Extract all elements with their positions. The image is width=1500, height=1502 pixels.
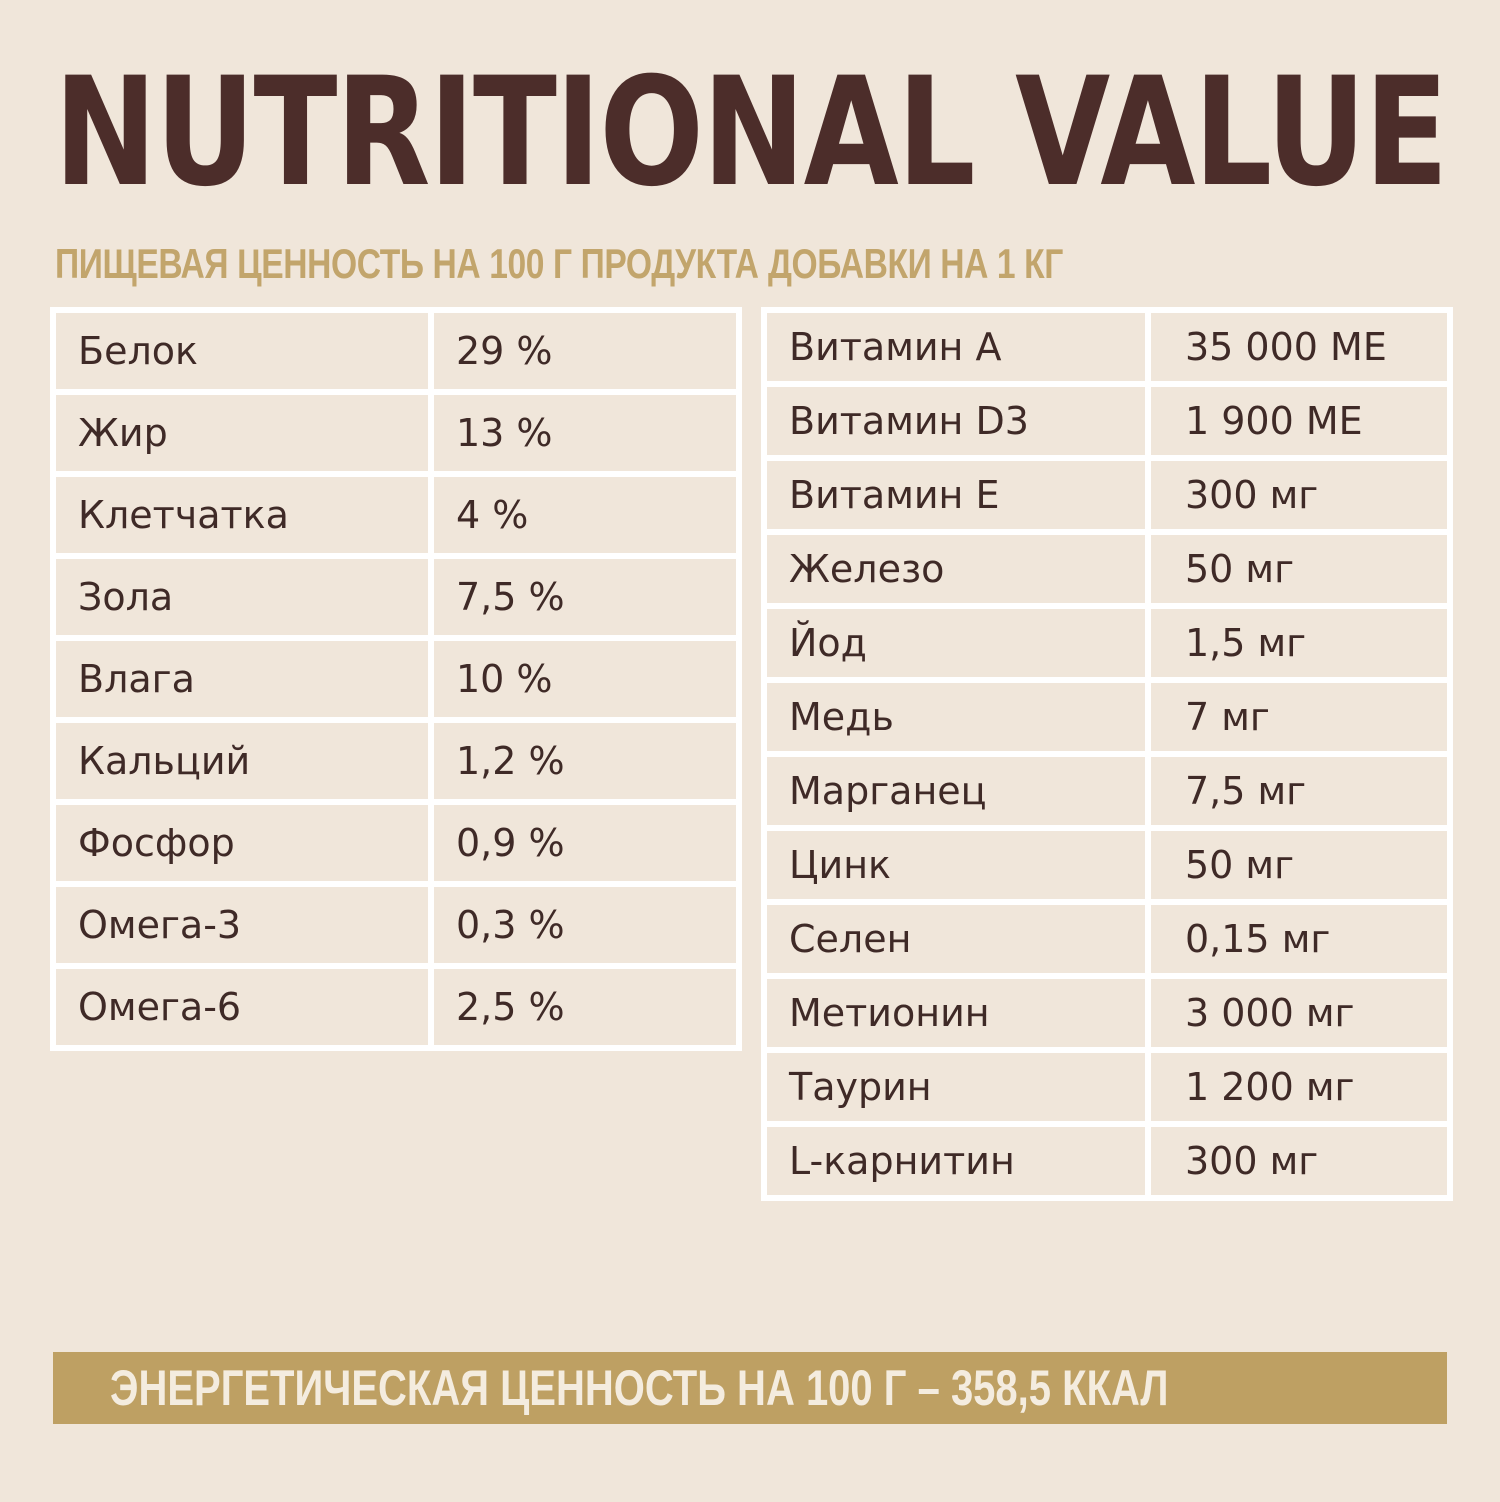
- additive-value: 300 мг: [1145, 455, 1453, 535]
- nutrition-table: Белок 29 % Жир 13 % Клетчатка 4 % Зола 7…: [50, 307, 742, 1051]
- table-row: Жир 13 %: [50, 389, 742, 477]
- additive-name: Витамин Е: [761, 455, 1151, 535]
- additive-value: 7,5 мг: [1145, 751, 1453, 831]
- additive-name: Таурин: [761, 1047, 1151, 1127]
- additives-table: Витамин А 35 000 МЕ Витамин D3 1 900 МЕ …: [761, 307, 1453, 1201]
- nutrient-value: 29 %: [428, 307, 742, 395]
- table-row: Клетчатка 4 %: [50, 471, 742, 559]
- additive-name: Селен: [761, 899, 1151, 979]
- additive-name: Медь: [761, 677, 1151, 757]
- table-row: Йод 1,5 мг: [761, 603, 1453, 683]
- table-row: Зола 7,5 %: [50, 553, 742, 641]
- nutrient-value: 4 %: [428, 471, 742, 559]
- additive-value: 1 900 МЕ: [1145, 381, 1453, 461]
- additive-value: 3 000 мг: [1145, 973, 1453, 1053]
- additive-name: Йод: [761, 603, 1151, 683]
- additive-value: 1 200 мг: [1145, 1047, 1453, 1127]
- additive-name: Витамин А: [761, 307, 1151, 387]
- table-row: Витамин D3 1 900 МЕ: [761, 381, 1453, 461]
- nutrient-name: Омега-6: [50, 963, 434, 1051]
- additive-name: Витамин D3: [761, 381, 1151, 461]
- additive-value: 7 мг: [1145, 677, 1453, 757]
- additive-value: 0,15 мг: [1145, 899, 1453, 979]
- table-row: Железо 50 мг: [761, 529, 1453, 609]
- table-row: Омега-6 2,5 %: [50, 963, 742, 1051]
- additive-name: L-карнитин: [761, 1121, 1151, 1201]
- nutrition-subtitle: ПИЩЕВАЯ ЦЕННОСТЬ НА 100 Г ПРОДУКТА: [55, 240, 759, 287]
- table-row: Медь 7 мг: [761, 677, 1453, 757]
- nutrient-value: 7,5 %: [428, 553, 742, 641]
- additive-value: 300 мг: [1145, 1121, 1453, 1201]
- table-row: Цинк 50 мг: [761, 825, 1453, 905]
- table-row: Белок 29 %: [50, 307, 742, 395]
- nutrient-value: 10 %: [428, 635, 742, 723]
- additive-value: 50 мг: [1145, 529, 1453, 609]
- nutrient-value: 1,2 %: [428, 717, 742, 805]
- table-row: L-карнитин 300 мг: [761, 1121, 1453, 1201]
- nutrient-name: Клетчатка: [50, 471, 434, 559]
- energy-banner: ЭНЕРГЕТИЧЕСКАЯ ЦЕННОСТЬ НА 100 Г – 358,5…: [53, 1352, 1447, 1424]
- nutrient-name: Белок: [50, 307, 434, 395]
- nutrient-name: Зола: [50, 553, 434, 641]
- table-row: Омега-3 0,3 %: [50, 881, 742, 969]
- additive-value: 1,5 мг: [1145, 603, 1453, 683]
- table-row: Фосфор 0,9 %: [50, 799, 742, 887]
- nutrient-name: Омега-3: [50, 881, 434, 969]
- nutrient-name: Жир: [50, 389, 434, 477]
- nutrient-value: 0,3 %: [428, 881, 742, 969]
- nutrient-name: Фосфор: [50, 799, 434, 887]
- table-row: Витамин Е 300 мг: [761, 455, 1453, 535]
- table-row: Марганец 7,5 мг: [761, 751, 1453, 831]
- table-row: Таурин 1 200 мг: [761, 1047, 1453, 1127]
- additive-name: Железо: [761, 529, 1151, 609]
- additive-value: 35 000 МЕ: [1145, 307, 1453, 387]
- additive-name: Марганец: [761, 751, 1151, 831]
- energy-value-text: ЭНЕРГЕТИЧЕСКАЯ ЦЕННОСТЬ НА 100 Г – 358,5…: [110, 1360, 1169, 1416]
- additive-name: Цинк: [761, 825, 1151, 905]
- page-title: NUTRITIONAL VALUE: [54, 46, 1448, 220]
- nutrient-name: Кальций: [50, 717, 434, 805]
- nutrient-value: 2,5 %: [428, 963, 742, 1051]
- table-row: Метионин 3 000 мг: [761, 973, 1453, 1053]
- nutrient-name: Влага: [50, 635, 434, 723]
- table-row: Влага 10 %: [50, 635, 742, 723]
- nutrient-value: 13 %: [428, 389, 742, 477]
- table-row: Селен 0,15 мг: [761, 899, 1453, 979]
- table-row: Витамин А 35 000 МЕ: [761, 307, 1453, 387]
- additives-subtitle: ДОБАВКИ НА 1 КГ: [768, 240, 1063, 287]
- additive-value: 50 мг: [1145, 825, 1453, 905]
- additive-name: Метионин: [761, 973, 1151, 1053]
- table-row: Кальций 1,2 %: [50, 717, 742, 805]
- nutrient-value: 0,9 %: [428, 799, 742, 887]
